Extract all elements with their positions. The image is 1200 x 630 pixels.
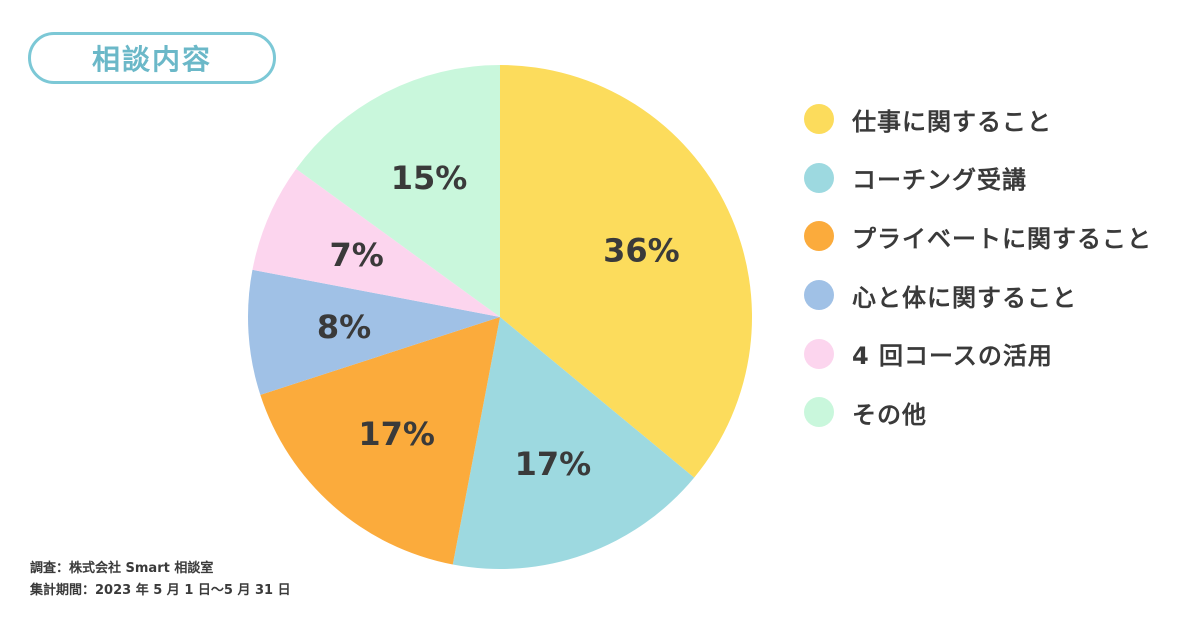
slice-value-label-4: 7% — [329, 236, 383, 274]
legend-label-5: その他 — [852, 400, 927, 429]
pie-slice-5 — [296, 65, 500, 317]
source-survey-line: 調査：株式会社 Smart 相談室 — [30, 561, 214, 576]
pie-slices — [247, 65, 753, 569]
slice-value-label-5: 15% — [391, 159, 468, 197]
legend-item-1: コーチング受講 — [804, 149, 1152, 208]
legend-label-4: 4 回コースの活用 — [852, 342, 1053, 371]
legend-item-5: その他 — [804, 383, 1152, 442]
chart-title: 相談内容 — [28, 32, 276, 84]
pie-slice-4 — [252, 168, 500, 317]
legend-swatch-2 — [804, 221, 834, 252]
legend-label-2: プライベートに関すること — [852, 224, 1152, 253]
source-period-line: 集計期間：2023 年 5 月 1 日〜5 月 31 日 — [30, 583, 291, 598]
pie-value-labels: 36% 17% 17% 8% 7% 15% — [317, 159, 680, 483]
legend-swatch-3 — [804, 280, 834, 311]
legend-label-0: 仕事に関すること — [852, 107, 1052, 136]
legend-label-3: 心と体に関すること — [852, 283, 1077, 312]
legend-item-0: 仕事に関すること — [804, 90, 1152, 149]
source-note: 調査：株式会社 Smart 相談室 集計期間：2023 年 5 月 1 日〜5 … — [30, 558, 291, 602]
legend-item-4: 4 回コースの活用 — [804, 324, 1152, 383]
pie-slice-2 — [260, 317, 500, 565]
pie-slice-3 — [247, 269, 500, 395]
chart-legend: 仕事に関すること コーチング受講プライベートに関すること 心と体に関すること 4 回コ… — [804, 90, 1152, 442]
slice-value-label-3: 8% — [317, 308, 371, 346]
slice-value-label-1: 17% — [515, 445, 592, 483]
legend-swatch-1 — [804, 162, 834, 193]
slice-value-label-2: 17% — [358, 415, 435, 453]
legend-item-2: プライベートに関すること — [804, 207, 1152, 266]
legend-swatch-0 — [804, 104, 834, 135]
legend-label-1: コーチング受講 — [852, 166, 1027, 195]
slice-value-label-0: 36% — [603, 231, 680, 269]
legend-swatch-4 — [804, 338, 834, 369]
legend-swatch-5 — [804, 397, 834, 428]
legend-item-3: 心と体に関すること — [804, 266, 1152, 325]
pie-slice-0 — [500, 65, 753, 478]
pie-slice-1 — [452, 317, 695, 569]
